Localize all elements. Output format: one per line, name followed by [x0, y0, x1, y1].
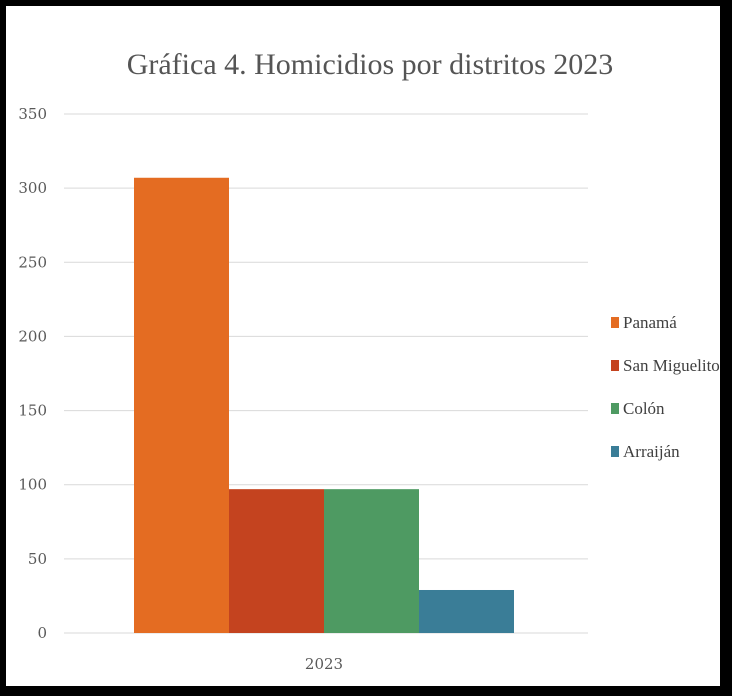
bar-san-miguelito — [229, 489, 324, 633]
y-tick-label: 0 — [37, 624, 47, 642]
legend: Panamá San Miguelito Colón Arraiján — [611, 313, 720, 461]
x-axis: 2023 — [305, 655, 343, 673]
legend-label: Colón — [623, 399, 665, 418]
y-axis: 0 50 100 150 200 250 300 350 — [18, 105, 47, 642]
legend-swatch — [611, 317, 619, 328]
y-tick-label: 50 — [28, 550, 47, 568]
bars — [134, 177, 514, 633]
y-tick-label: 100 — [18, 476, 47, 494]
chart-title: Gráfica 4. Homicidios por distritos 2023 — [127, 48, 614, 81]
legend-label: Arraiján — [623, 442, 680, 461]
y-tick-label: 250 — [18, 253, 47, 271]
y-tick-label: 300 — [18, 179, 47, 197]
y-tick-label: 200 — [18, 327, 47, 345]
x-tick-label: 2023 — [305, 655, 343, 673]
bar-panamá — [134, 177, 229, 633]
legend-swatch — [611, 446, 619, 457]
legend-swatch — [611, 360, 619, 371]
y-tick-label: 350 — [18, 105, 47, 123]
y-tick-label: 150 — [18, 402, 47, 420]
legend-label: Panamá — [623, 313, 677, 332]
bar-colón — [324, 489, 419, 633]
legend-swatch — [611, 403, 619, 414]
bar-arraiján — [419, 589, 514, 633]
legend-label: San Miguelito — [623, 356, 720, 375]
